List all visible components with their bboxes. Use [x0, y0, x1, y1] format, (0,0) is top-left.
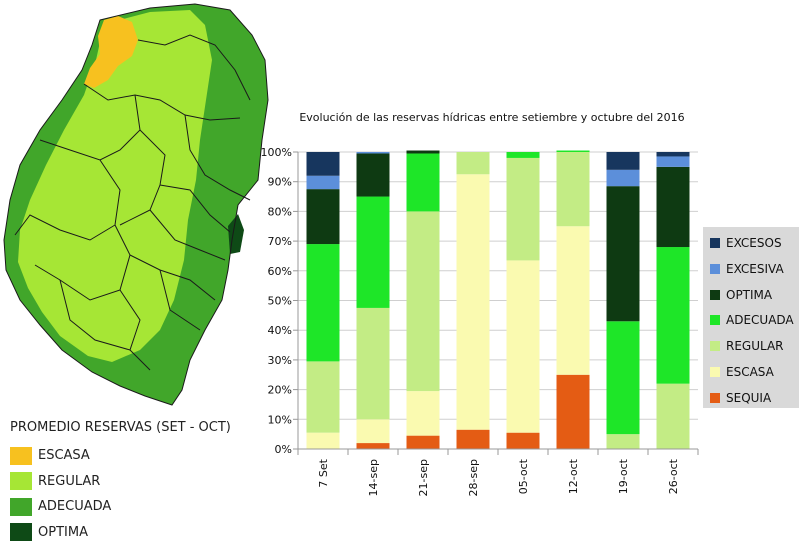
y-tick-label: 40%	[268, 324, 292, 337]
chart-title: Evolución de las reservas hídricas entre…	[299, 111, 684, 124]
bar-segment-excesos	[307, 152, 340, 176]
y-tick-label: 90%	[268, 176, 292, 189]
x-tick-label: 14-sep	[367, 459, 380, 496]
bar-segment-regular	[657, 384, 690, 449]
bar-segment-escasa	[307, 433, 340, 449]
bar-segment-adecuada	[607, 321, 640, 434]
bar-segment-optima	[307, 189, 340, 244]
chart-legend-item-sequia: SEQUIA	[710, 391, 771, 405]
y-tick-label: 80%	[268, 205, 292, 218]
bar-segment-optima	[407, 151, 440, 154]
x-tick-label: 28-sep	[467, 459, 480, 496]
bar-segment-excesos	[607, 152, 640, 170]
x-tick-label: 21-sep	[417, 459, 430, 496]
x-tick-label: 26-oct	[667, 458, 680, 494]
bar-segment-regular	[507, 158, 540, 260]
chart-legend-item-regular: REGULAR	[710, 339, 784, 353]
y-tick-label: 0%	[275, 443, 292, 456]
bar-segment-excesiva	[657, 156, 690, 166]
bar-segment-regular	[457, 152, 490, 174]
chart-legend: EXCESOS EXCESIVA OPTIMA ADECUADA REGULAR ESCA…	[703, 227, 799, 408]
bar-segment-adecuada	[657, 247, 690, 384]
chart-legend-swatch	[710, 367, 720, 377]
bar-segment-excesos	[657, 152, 690, 156]
y-tick-label: 70%	[268, 235, 292, 248]
bar-segment-sequia	[357, 443, 390, 449]
bar-segment-sequia	[557, 375, 590, 449]
chart-legend-label: SEQUIA	[726, 391, 771, 405]
x-tick-label: 12-oct	[567, 458, 580, 494]
chart-legend-label: ADECUADA	[726, 313, 794, 327]
bar-segment-adecuada	[557, 151, 590, 152]
bar-segment-escasa	[507, 260, 540, 432]
bar-segment-optima	[357, 153, 390, 196]
y-tick-label: 50%	[268, 295, 292, 308]
chart-legend-label: OPTIMA	[726, 288, 772, 302]
chart-legend-swatch	[710, 238, 720, 248]
bar-segment-adecuada	[357, 197, 390, 308]
bar-segment-escasa	[557, 226, 590, 375]
bar-segment-excesiva	[607, 170, 640, 186]
bar-segment-regular	[557, 152, 590, 226]
y-tick-label: 20%	[268, 384, 292, 397]
chart-legend-label: EXCESIVA	[726, 262, 784, 276]
bar-segment-excesiva	[307, 176, 340, 189]
bars	[307, 151, 690, 449]
bar-segment-regular	[607, 434, 640, 449]
y-tick-label: 10%	[268, 413, 292, 426]
bar-segment-sequia	[407, 436, 440, 449]
y-tick-label: 60%	[268, 265, 292, 278]
x-tick-label: 19-oct	[617, 458, 630, 494]
chart-legend-item-excesiva: EXCESIVA	[710, 262, 784, 276]
chart-legend-item-escasa: ESCASA	[710, 365, 774, 379]
bar-segment-escasa	[357, 419, 390, 443]
chart-legend-label: EXCESOS	[726, 236, 782, 250]
bar-segment-regular	[357, 308, 390, 419]
chart-legend-item-adecuada: ADECUADA	[710, 313, 794, 327]
bar-segment-regular	[307, 361, 340, 432]
chart-legend-item-excesos: EXCESOS	[710, 236, 782, 250]
x-tick-label: 7 Set	[317, 458, 330, 487]
bar-segment-escasa	[407, 391, 440, 436]
chart-legend-swatch	[710, 264, 720, 274]
y-tick-label: 100%	[261, 146, 292, 159]
bar-segment-sequia	[507, 433, 540, 449]
bar-segment-adecuada	[407, 153, 440, 211]
chart-legend-swatch	[710, 290, 720, 300]
x-tick-label: 05-oct	[517, 458, 530, 494]
chart-legend-swatch	[710, 341, 720, 351]
bar-segment-sequia	[457, 430, 490, 449]
y-tick-label: 30%	[268, 354, 292, 367]
bar-segment-optima	[607, 186, 640, 321]
bar-segment-adecuada	[507, 152, 540, 158]
bar-segment-escasa	[457, 174, 490, 429]
chart-legend-label: REGULAR	[726, 339, 784, 353]
chart-legend-item-optima: OPTIMA	[710, 288, 772, 302]
chart-legend-swatch	[710, 393, 720, 403]
chart-legend-swatch	[710, 315, 720, 325]
bar-segment-regular	[407, 211, 440, 391]
bar-segment-optima	[657, 167, 690, 247]
bar-segment-adecuada	[307, 244, 340, 361]
chart-legend-label: ESCASA	[726, 365, 774, 379]
bar-segment-excesiva	[357, 152, 390, 153]
